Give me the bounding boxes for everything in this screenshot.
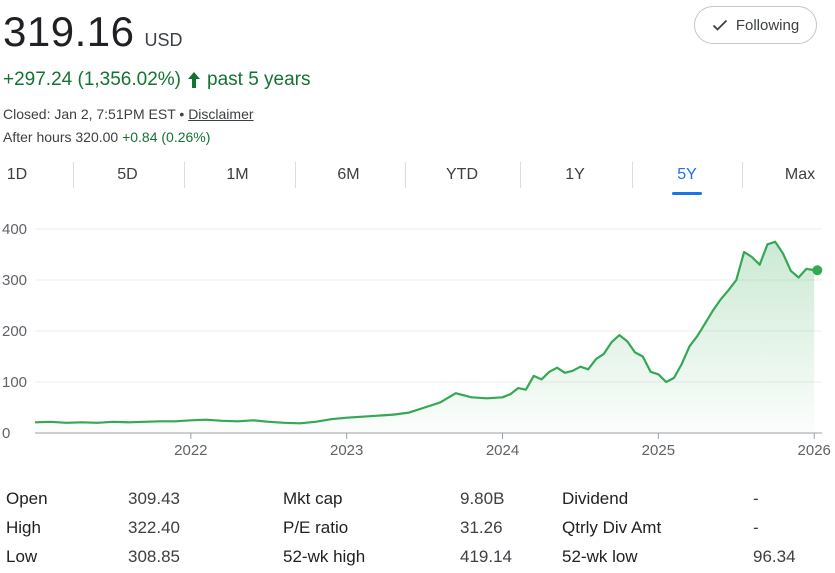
change-period: past 5 years bbox=[207, 69, 311, 90]
price-chart[interactable]: 0 100 200 300 400 2022 2023 2024 2025 2026 bbox=[0, 210, 835, 470]
tab-5y[interactable]: 5Y bbox=[649, 160, 725, 195]
stat-value: 96.34 bbox=[753, 547, 796, 566]
price-change: +297.24 (1,356.02%) past 5 years bbox=[3, 69, 311, 91]
stat-value: 419.14 bbox=[460, 547, 512, 566]
stat-value: 9.80B bbox=[460, 489, 505, 508]
price-area bbox=[35, 241, 815, 433]
tab-5d[interactable]: 5D bbox=[117, 166, 138, 183]
stat-value: 322.40 bbox=[128, 518, 180, 537]
range-tabs: 1D 5D 1M 6M YTD 1Y 5Y Max bbox=[0, 160, 835, 195]
stat-label: Low bbox=[6, 547, 38, 566]
stat-value: 308.85 bbox=[128, 547, 180, 566]
x-tick-label: 2026 bbox=[798, 442, 831, 459]
tab-max[interactable]: Max bbox=[784, 166, 816, 183]
change-amount: +297.24 (1,356.02%) bbox=[3, 69, 181, 90]
price-header: 319.16 USD bbox=[3, 8, 182, 56]
tab-ytd[interactable]: YTD bbox=[446, 166, 478, 183]
stat-label: 52-wk high bbox=[283, 547, 366, 566]
stat-value: 309.43 bbox=[128, 489, 180, 508]
closed-text: Closed: Jan 2, 7:51PM EST • bbox=[3, 106, 185, 122]
closed-info: Closed: Jan 2, 7:51PM EST • Disclaimer bbox=[3, 106, 254, 122]
tab-divider bbox=[184, 162, 185, 188]
y-tick-label: 300 bbox=[2, 272, 27, 289]
stat-value: - bbox=[753, 518, 759, 537]
stat-label: P/E ratio bbox=[283, 518, 349, 537]
price-line bbox=[34, 240, 815, 425]
tab-divider bbox=[295, 162, 296, 188]
check-icon bbox=[712, 19, 727, 31]
x-tick-label: 2025 bbox=[642, 442, 675, 459]
x-tick-label: 2022 bbox=[174, 442, 207, 459]
stat-label: Open bbox=[6, 489, 48, 508]
y-tick-label: 0 bbox=[2, 425, 10, 442]
stat-label: Dividend bbox=[562, 489, 629, 508]
tab-divider bbox=[632, 162, 633, 188]
tab-divider bbox=[742, 162, 743, 188]
after-hours-change: +0.84 (0.26%) bbox=[122, 129, 211, 145]
stat-value: - bbox=[753, 489, 759, 508]
x-tick-label: 2023 bbox=[330, 442, 363, 459]
stat-value: 31.26 bbox=[460, 518, 503, 537]
y-tick-label: 200 bbox=[2, 323, 27, 340]
y-tick-label: 400 bbox=[2, 221, 27, 238]
tab-6m[interactable]: 6M bbox=[337, 166, 360, 183]
tab-divider bbox=[405, 162, 406, 188]
stat-label: Qtrly Div Amt bbox=[562, 518, 662, 537]
stat-label: High bbox=[6, 518, 41, 537]
tab-1d[interactable]: 1D bbox=[6, 166, 28, 183]
following-button[interactable]: Following bbox=[694, 6, 817, 44]
last-price-marker bbox=[812, 265, 823, 276]
stat-label: 52-wk low bbox=[562, 547, 638, 566]
following-label: Following bbox=[735, 16, 800, 34]
current-price: 319.16 bbox=[3, 8, 135, 55]
x-tick-label: 2024 bbox=[486, 442, 519, 459]
currency-label: USD bbox=[144, 30, 183, 50]
arrow-up-icon bbox=[188, 72, 200, 88]
tab-1y[interactable]: 1Y bbox=[565, 166, 585, 183]
disclaimer-link[interactable]: Disclaimer bbox=[188, 106, 254, 122]
active-tab-indicator bbox=[672, 192, 702, 195]
tab-divider bbox=[73, 162, 74, 188]
tab-divider bbox=[520, 162, 521, 188]
after-hours-price: After hours 320.00 bbox=[3, 129, 119, 145]
tab-1m[interactable]: 1M bbox=[226, 166, 249, 183]
stat-label: Mkt cap bbox=[283, 489, 343, 508]
after-hours-info: After hours 320.00 +0.84 (0.26%) bbox=[3, 129, 210, 145]
y-tick-label: 100 bbox=[2, 374, 27, 391]
